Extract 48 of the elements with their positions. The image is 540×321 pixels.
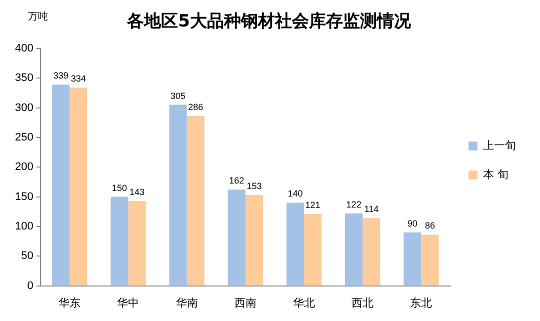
x-tick-label: 华北 [293,296,316,310]
y-tick-label: 100 [14,220,34,232]
data-label: 305 [170,90,186,101]
data-label: 150 [112,182,127,193]
x-tick-label: 西北 [352,296,374,310]
y-tick-label: 400 [14,42,34,54]
y-tick-label: 350 [14,72,34,84]
legend-label: 本 旬 [483,168,508,181]
y-tick-label: 150 [14,190,34,203]
bar [186,116,204,286]
bar [110,196,128,286]
data-label: 114 [364,204,379,214]
bar [304,214,322,286]
bar [70,88,88,286]
x-tick-label: 华东 [58,296,81,310]
y-tick-label: 300 [14,102,34,114]
y-tick-label: 0 [27,280,34,292]
x-tick-label: 西南 [234,296,256,310]
bar [128,200,146,286]
bar [286,202,304,286]
data-label: 162 [229,176,244,186]
bar [228,190,246,286]
y-tick-label: 200 [14,161,34,174]
data-label: 153 [246,180,262,191]
data-label: 86 [424,220,435,231]
x-tick-label: 东北 [410,296,432,310]
data-label: 143 [130,186,145,197]
data-label: 121 [305,200,320,210]
bar [52,84,70,286]
data-label: 286 [188,102,204,112]
y-tick-label: 250 [14,131,34,144]
bar [245,194,264,286]
data-label: 339 [53,70,68,81]
chart-title: 各地区5大品种钢材社会库存监测情况 [126,12,412,32]
bar [169,104,187,286]
x-tick-label: 华中 [117,296,140,310]
data-label: 122 [346,199,362,210]
bar [404,232,422,286]
y-axis-title: 万吨 [28,10,48,23]
x-tick-label: 华南 [176,296,198,310]
bar [421,234,439,286]
data-label: 334 [70,74,86,84]
bar [362,218,380,286]
y-tick-label: 50 [21,250,34,262]
data-label: 140 [288,188,303,199]
data-label: 90 [407,218,418,228]
bar [345,213,363,286]
legend-label: 上一旬 [483,138,516,152]
